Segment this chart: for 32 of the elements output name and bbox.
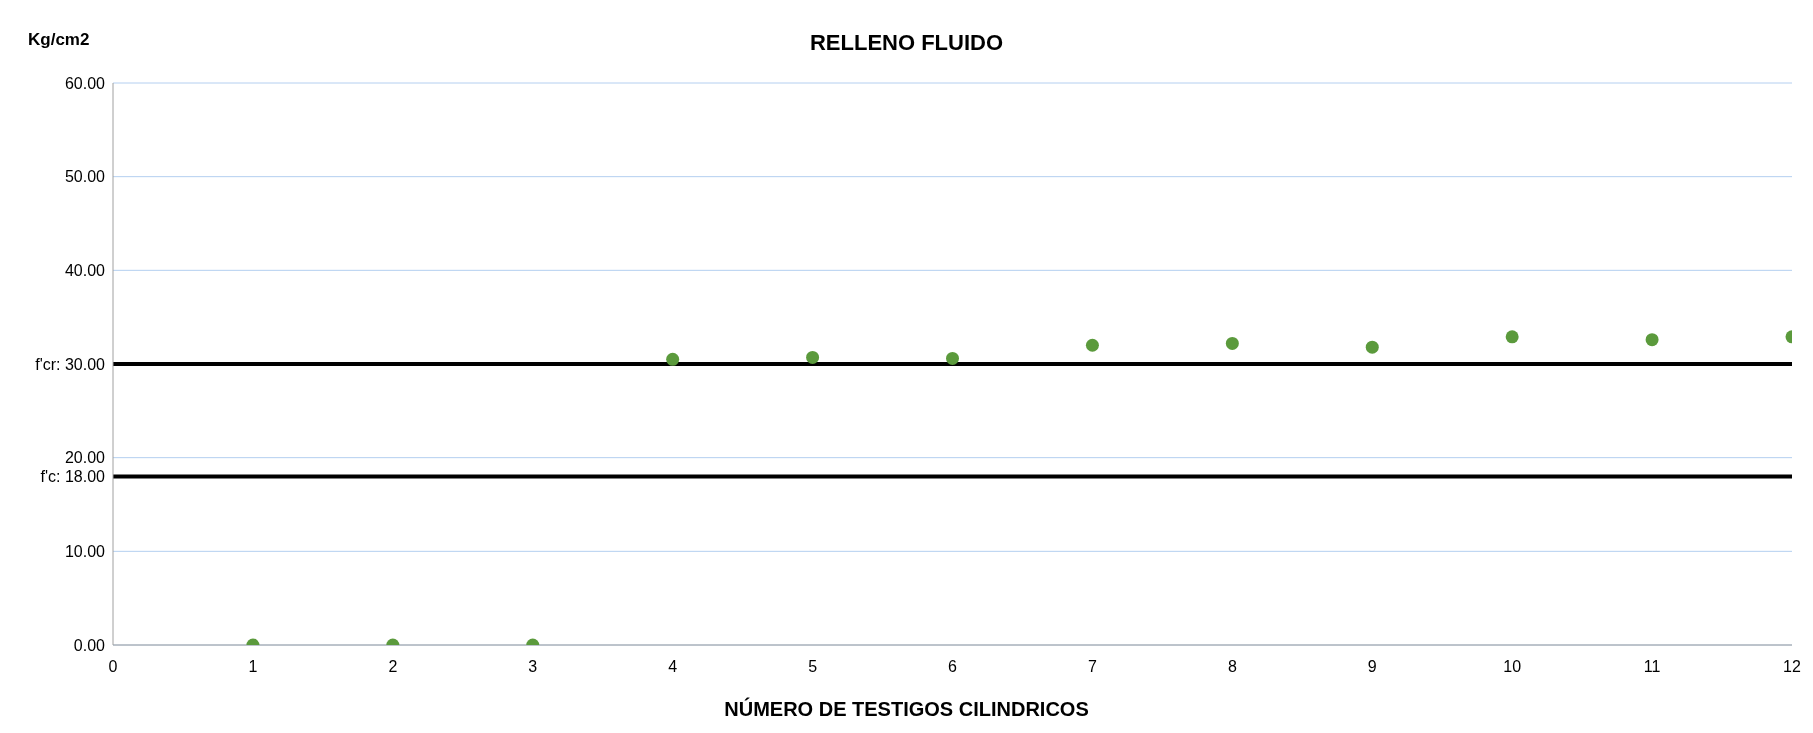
point xyxy=(1225,336,1239,350)
y-tick-label: 40.00 xyxy=(64,262,106,280)
point xyxy=(1505,330,1519,344)
y-tick-label: 20.00 xyxy=(64,449,106,467)
y-axis-title: Kg/cm2 xyxy=(28,30,90,50)
x-tick-label: 6 xyxy=(948,658,958,676)
ref-line-label: f'c: 18.00 xyxy=(40,467,106,485)
x-tick-label: 0 xyxy=(108,658,118,676)
x-tick-label: 1 xyxy=(248,658,258,676)
y-tick-label: 50.00 xyxy=(64,168,106,186)
x-tick-label: 8 xyxy=(1227,658,1237,676)
point xyxy=(1085,338,1099,352)
x-tick-label: 4 xyxy=(668,658,678,676)
x-tick-label: 12 xyxy=(1783,658,1801,676)
x-tick-label: 3 xyxy=(528,658,538,676)
point xyxy=(946,351,959,365)
ref-line-label: f'cr: 30.00 xyxy=(35,355,106,373)
y-tick-label: 10.00 xyxy=(64,543,106,561)
y-tick-label: 60.00 xyxy=(64,74,106,92)
point xyxy=(1645,333,1659,347)
x-tick-label: 9 xyxy=(1367,658,1377,676)
x-tick-label: 11 xyxy=(1643,658,1661,676)
point xyxy=(1365,340,1379,354)
point xyxy=(666,352,680,366)
y-tick-label: 0.00 xyxy=(73,636,106,654)
x-axis-title: NÚMERO DE TESTIGOS CILINDRICOS xyxy=(723,698,1090,721)
x-tick-label: 5 xyxy=(808,658,818,676)
x-tick-label: 7 xyxy=(1087,658,1097,676)
point xyxy=(806,350,820,364)
x-tick-label: 2 xyxy=(388,658,398,676)
chart-title: RELLENO FLUIDO xyxy=(809,30,1004,55)
x-tick-label: 10 xyxy=(1503,658,1522,676)
